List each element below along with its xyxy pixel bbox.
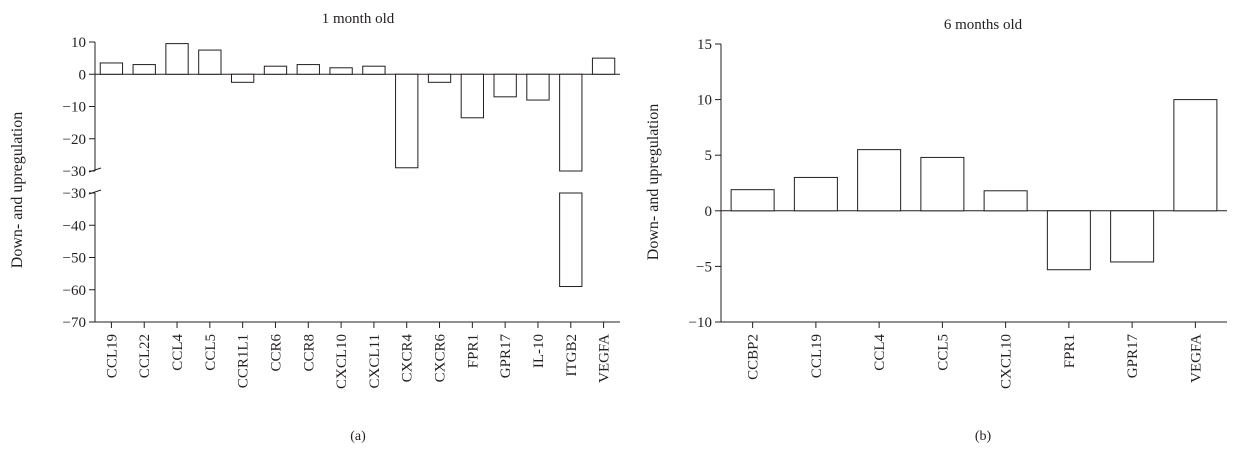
- panel-a-category-label: IL-10: [531, 334, 547, 368]
- panel-b-category-label: CCBP2: [746, 334, 762, 380]
- panel-a-bar: [296, 64, 320, 75]
- panel-b-bar: [1110, 210, 1155, 263]
- panel-a-bar: [395, 73, 419, 169]
- panel-b-category-label: CCL19: [809, 334, 825, 378]
- panel-b-bar: [1046, 210, 1091, 271]
- panel-b-bar: [920, 156, 965, 212]
- panel-a-category-label: CCR6: [268, 334, 284, 372]
- panel-a-y-tick-label: −70: [63, 315, 86, 331]
- panel-a-bar: [559, 73, 583, 172]
- panel-a-chart: 1 month old Down- and upregulation 10 0 −1…: [9, 11, 620, 444]
- panel-b-label: (b): [975, 429, 992, 444]
- panel-a-y-tick-label: −30: [63, 186, 86, 202]
- panel-a-category-label: GPR17: [498, 334, 514, 379]
- panel-b-category-label: CXCL10: [999, 334, 1015, 389]
- panel-a-bar: [526, 73, 550, 101]
- panel-a-y-tick-label: −40: [63, 218, 86, 234]
- panel-a-category-label: CCL4: [170, 334, 186, 371]
- panel-a-bar: [198, 49, 222, 75]
- panel-a-category-label: CCL5: [203, 334, 219, 371]
- panel-a-y-axis-label: Down- and upregulation: [9, 112, 26, 268]
- panel-a-bar: [132, 64, 156, 75]
- panel-b-category-label: FPR1: [1062, 334, 1078, 368]
- panel-a-bar: [591, 57, 616, 75]
- panel-a-category-label: CCR1L1: [236, 334, 252, 388]
- panel-a-y-tick-label: 0: [79, 67, 87, 83]
- panel-a-category-label: CXCR6: [433, 334, 449, 383]
- panel-b-y-tick-label: 15: [697, 37, 712, 53]
- panel-a-title: 1 month old: [322, 11, 395, 27]
- panel-a-y-tick-label: −20: [63, 132, 86, 148]
- panel-a-y-tick-label: −50: [63, 251, 86, 267]
- panel-a-bar: [99, 62, 124, 75]
- panel-a-category-labels: CCL19 CCL22 CCL4 CCL5 CCR1L1 CCR6 CCR8 CXCL10 CX…: [104, 334, 612, 390]
- panel-a-bars: [99, 43, 616, 288]
- panel-a-category-label: CXCR4: [400, 334, 416, 383]
- panel-b-title: 6 months old: [944, 17, 1023, 33]
- panel-b-bar: [1173, 99, 1218, 212]
- panel-b-y-tick-label: 10: [697, 93, 712, 109]
- panel-b-chart: 6 months old Down- and upregulation 15 10…: [645, 17, 1227, 444]
- panel-b-bar: [857, 149, 902, 212]
- panel-b-bar: [793, 176, 838, 212]
- panel-a-bar: [493, 73, 517, 98]
- panel-b-y-axis-label: Down- and upregulation: [645, 104, 662, 260]
- panel-b-bars: [730, 99, 1218, 271]
- panel-a-bar: [427, 73, 452, 83]
- panel-a-category-label: CXCL10: [334, 334, 350, 389]
- panel-a-label: (a): [350, 429, 366, 444]
- panel-a-bar: [460, 73, 484, 119]
- panel-b-category-label: CCL4: [872, 334, 888, 371]
- panel-a-category-label: FPR1: [465, 334, 481, 368]
- panel-b-bar: [983, 190, 1028, 212]
- panel-a-bar-lower-segment: [559, 192, 583, 288]
- panel-b-y-tick-label: 0: [705, 204, 713, 220]
- panel-a-bar: [263, 65, 288, 75]
- panel-a-category-label: CCR8: [301, 334, 317, 372]
- panel-b-category-label: VEGFA: [1188, 334, 1204, 383]
- panel-b-y-tick-label: −10: [689, 315, 712, 331]
- panel-a-bar: [231, 73, 255, 83]
- panel-a-y-tick-label: −30: [63, 164, 86, 180]
- panel-a-y-tick-label: 10: [71, 35, 86, 51]
- panel-a-category-label: CXCL11: [367, 334, 383, 388]
- panel-a-category-label: ITGB2: [564, 334, 580, 377]
- panel-b-category-label: CCL5: [935, 334, 951, 371]
- panel-a-category-label: CCL19: [104, 334, 120, 378]
- panel-a-bar: [165, 43, 189, 75]
- panel-b-category-labels: CCBP2 CCL19 CCL4 CCL5 CXCL10 FPR1 GPR17 VEGFA: [746, 334, 1205, 390]
- panel-a-y-tick-label: −10: [63, 100, 86, 116]
- panel-b-y-tick-label: 5: [705, 148, 713, 164]
- panel-b-bar: [730, 189, 775, 212]
- panel-a-y-tick-label: −60: [63, 283, 86, 299]
- panel-a-bar: [362, 65, 386, 75]
- panel-a-category-label: CCL22: [137, 334, 153, 378]
- panel-b-y-tick-label: −5: [696, 259, 712, 275]
- panel-a-category-label: VEGFA: [597, 334, 613, 383]
- panel-b-category-label: GPR17: [1125, 334, 1141, 379]
- panel-a-bar: [329, 67, 353, 75]
